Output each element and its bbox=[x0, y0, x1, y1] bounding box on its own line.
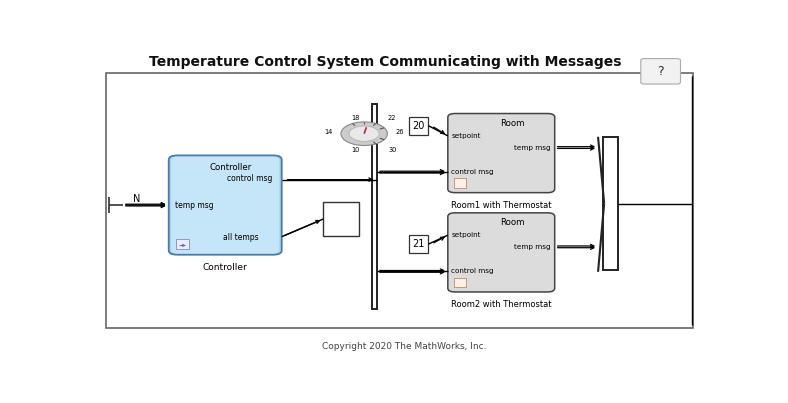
Text: Temperature Control System Communicating with Messages: Temperature Control System Communicating… bbox=[149, 55, 622, 69]
Circle shape bbox=[341, 122, 388, 145]
Text: ?: ? bbox=[657, 65, 664, 78]
Text: 22: 22 bbox=[388, 114, 396, 120]
Bar bbox=[603, 137, 619, 270]
Text: Controller: Controller bbox=[203, 263, 247, 272]
Text: temp msg: temp msg bbox=[175, 201, 214, 210]
Bar bbox=[409, 116, 429, 135]
Text: Controller: Controller bbox=[210, 163, 252, 172]
Text: setpoint: setpoint bbox=[452, 133, 481, 139]
Text: temp msg: temp msg bbox=[515, 145, 551, 151]
FancyBboxPatch shape bbox=[169, 156, 282, 255]
FancyBboxPatch shape bbox=[641, 58, 681, 84]
FancyBboxPatch shape bbox=[171, 157, 279, 253]
Bar bbox=[176, 239, 189, 249]
Bar bbox=[454, 179, 466, 188]
Text: 21: 21 bbox=[412, 239, 425, 249]
Circle shape bbox=[349, 126, 379, 141]
Text: Room: Room bbox=[500, 119, 524, 128]
Text: temp msg: temp msg bbox=[515, 244, 551, 250]
FancyBboxPatch shape bbox=[448, 114, 555, 193]
Text: control msg: control msg bbox=[228, 174, 273, 183]
Bar bbox=[409, 235, 429, 253]
Bar bbox=[454, 278, 466, 287]
Text: setpoint: setpoint bbox=[452, 232, 481, 238]
Text: 10: 10 bbox=[351, 147, 360, 154]
Text: Room2 with Thermostat: Room2 with Thermostat bbox=[451, 301, 552, 310]
Bar bbox=[372, 104, 377, 309]
FancyBboxPatch shape bbox=[448, 213, 555, 292]
Text: 20: 20 bbox=[412, 120, 425, 131]
Text: Copyright 2020 The MathWorks, Inc.: Copyright 2020 The MathWorks, Inc. bbox=[322, 342, 486, 351]
Text: 26: 26 bbox=[396, 129, 403, 135]
Text: 30: 30 bbox=[388, 147, 396, 153]
Bar bbox=[106, 73, 693, 328]
Text: 14: 14 bbox=[325, 129, 333, 135]
Text: Room1 with Thermostat: Room1 with Thermostat bbox=[451, 201, 552, 210]
Text: control msg: control msg bbox=[452, 268, 494, 274]
Text: all temps: all temps bbox=[224, 233, 259, 242]
Bar bbox=[323, 202, 359, 236]
Text: 18: 18 bbox=[351, 114, 360, 120]
Text: control msg: control msg bbox=[452, 169, 494, 175]
Text: Room: Room bbox=[500, 218, 524, 227]
Text: N: N bbox=[132, 194, 140, 204]
